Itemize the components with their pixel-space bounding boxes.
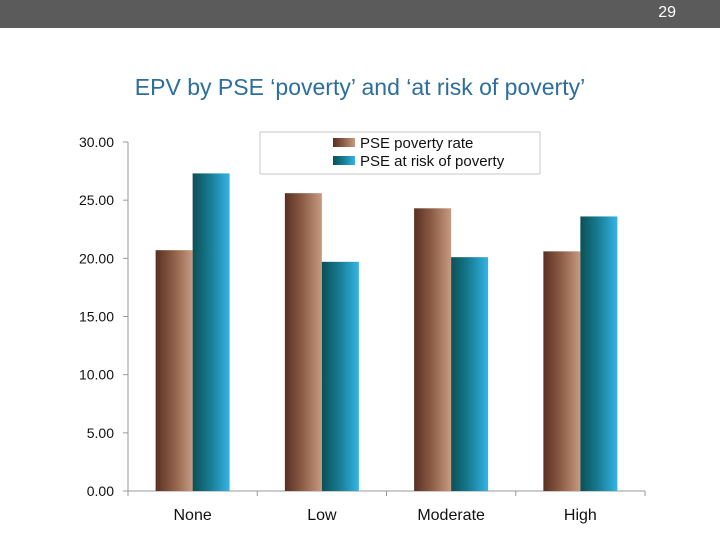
y-tick-label: 15.00 [79, 309, 114, 325]
y-tick-label: 5.00 [87, 425, 114, 441]
bar-pse-at-risk-of-poverty-moderate [451, 257, 489, 491]
x-tick-label: Low [307, 507, 337, 524]
legend-box [259, 131, 541, 175]
legend-swatch [333, 156, 355, 165]
bar-pse-at-risk-of-poverty-low [321, 261, 359, 491]
bar-pse-poverty-rate-moderate [414, 208, 452, 491]
y-tick-label: 0.00 [87, 483, 114, 499]
legend-label: PSE at risk of poverty [360, 153, 505, 170]
y-tick-label: 30.00 [79, 134, 114, 150]
bar-pse-at-risk-of-poverty-high [580, 216, 618, 491]
y-tick-label: 10.00 [79, 367, 114, 383]
page-number: 29 [658, 4, 676, 21]
x-tick-label: Moderate [417, 507, 485, 524]
chart-tick-labels: 0.00 5.00 10.00 15.00 20.00 25.00 30.00 None Low… [79, 134, 597, 524]
bar-pse-at-risk-of-poverty-none [192, 173, 230, 491]
y-tick-label: 20.00 [79, 250, 114, 266]
legend-label: PSE poverty rate [360, 135, 473, 152]
y-tick-label: 25.00 [79, 192, 114, 208]
x-tick-label: High [564, 507, 597, 524]
chart-bars [155, 173, 618, 492]
bar-pse-poverty-rate-high [543, 251, 581, 491]
chart-title: EPV by PSE ‘poverty’ and ‘at risk of pov… [134, 74, 586, 100]
slide-header-bar: 29 [0, 0, 720, 28]
bar-pse-poverty-rate-low [284, 193, 322, 492]
x-tick-label: None [174, 507, 212, 524]
legend-swatch [333, 138, 355, 147]
bar-pse-poverty-rate-none [155, 250, 193, 491]
